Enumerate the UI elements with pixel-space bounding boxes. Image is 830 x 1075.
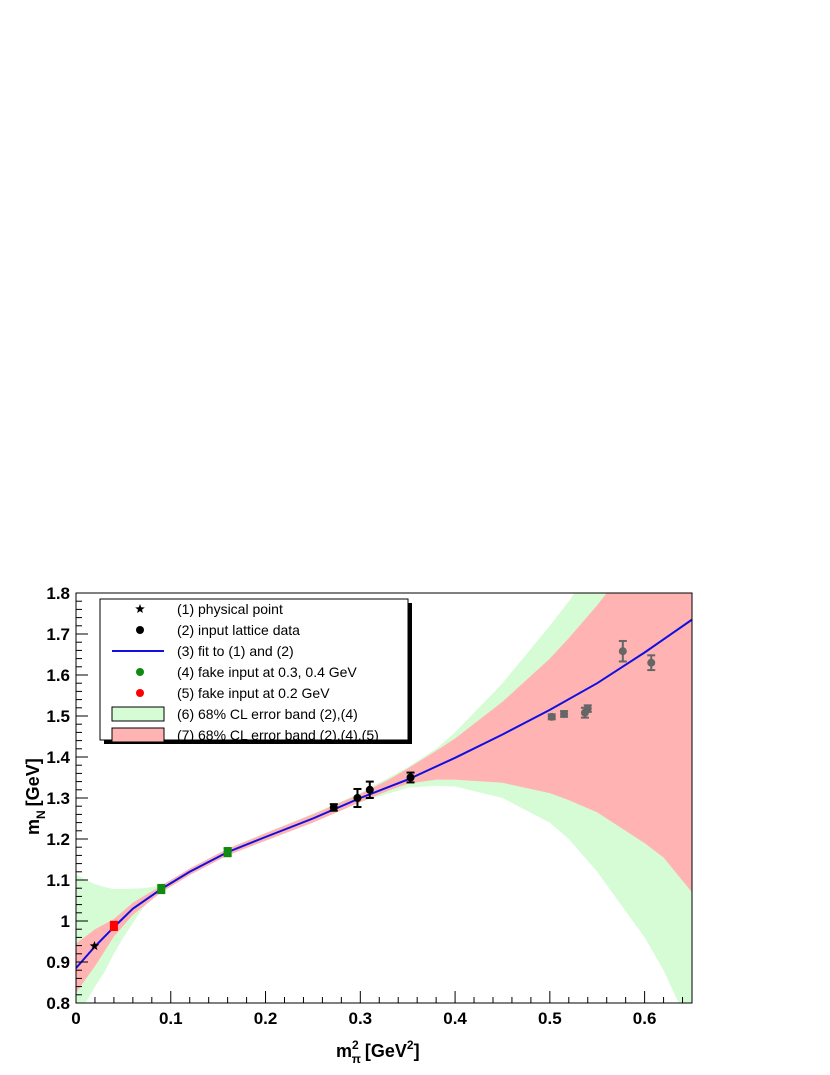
y-tick-label: 1.7 [46,625,70,644]
legend-marker-dot [136,689,144,697]
marker [583,704,592,713]
y-tick-label: 1.5 [46,707,70,726]
legend-marker-dot [136,626,144,634]
excluded-lattice-point [560,709,569,718]
y-tick-label: 0.8 [46,994,70,1013]
marker [647,658,656,667]
fit-curve [76,618,692,969]
fake-input-green-point [157,883,166,895]
fit-curve-group [76,618,692,969]
legend-label: (7) 68% CL error band (2),(4),(5) [177,727,379,743]
marker [353,794,362,802]
marker [157,885,166,894]
x-axis-label: m2 π [GeV2] [336,1038,420,1066]
legend-label: (4) fake input at 0.3, 0.4 GeV [177,664,357,680]
marker [618,647,627,656]
x-tick-label: 0.2 [254,1009,278,1028]
data-points [89,639,656,951]
legend-label: (1) physical point [177,601,283,617]
marker [223,848,232,857]
lattice-point [353,787,362,809]
legend-entry: (1) physical point [135,601,283,617]
legend-marker-box [111,706,165,722]
marker [406,773,415,782]
marker [329,803,338,812]
lattice-point [365,780,374,799]
x-tick-label: 0.1 [159,1009,183,1028]
y-tick-label: 1.6 [46,666,70,685]
legend-label: (2) input lattice data [177,622,300,638]
x-tick-label: 0.5 [538,1009,562,1028]
legend-label: (5) fake input at 0.2 GeV [177,685,330,701]
legend-label: (6) 68% CL error band (2),(4) [177,706,358,722]
y-tick-label: 1.4 [46,748,70,767]
x-axis: 0 0.1 0.2 0.3 0.4 0.5 0.6 [71,991,684,1028]
fake-input-green-point [223,847,232,858]
excluded-lattice-point [647,654,656,672]
legend-marker-star [135,604,145,613]
marker [560,709,569,718]
marker [547,712,556,721]
y-tick-label: 1.3 [46,789,70,808]
error-bands [76,593,692,1003]
marker [109,921,118,930]
physical-point-star [89,941,100,951]
legend-marker-dot [136,668,144,676]
y-axis: 0.8 0.9 1 1.1 1.2 1.3 1.4 1.5 1.6 1.7 1.8 [46,584,88,1013]
y-tick-label: 0.9 [46,953,70,972]
y-tick-label: 1.8 [46,584,70,603]
x-tick-label: 0.4 [443,1009,467,1028]
legend-entry: (7) 68% CL error band (2),(4),(5) [111,727,379,743]
y-axis-label: mN[GeV] [23,758,48,835]
excluded-lattice-point [547,712,556,721]
legend-marker-box [111,727,165,743]
legend-entry: (4) fake input at 0.3, 0.4 GeV [136,664,357,680]
lattice-point [406,771,415,784]
y-tick-label: 1 [61,912,70,931]
excluded-lattice-point [583,704,592,713]
band-red [76,593,692,993]
excluded-lattice-point [618,639,627,663]
legend-entry: (3) fit to (1) and (2) [112,643,294,659]
x-tick-label: 0.3 [348,1009,372,1028]
legend-entry: (5) fake input at 0.2 GeV [136,685,330,701]
fake-input-red-point [109,920,118,932]
legend-entry: (2) input lattice data [136,622,300,638]
lattice-point [329,803,338,812]
x-tick-label: 0.6 [633,1009,657,1028]
y-tick-label: 1.1 [46,871,70,890]
marker [365,785,374,794]
legend-entry: (6) 68% CL error band (2),(4) [111,706,358,722]
legend: (1) physical point (2) input lattice data… [99,598,412,744]
y-tick-label: 1.2 [46,830,70,849]
legend-label: (3) fit to (1) and (2) [177,643,294,659]
x-tick-label: 0 [71,1009,80,1028]
